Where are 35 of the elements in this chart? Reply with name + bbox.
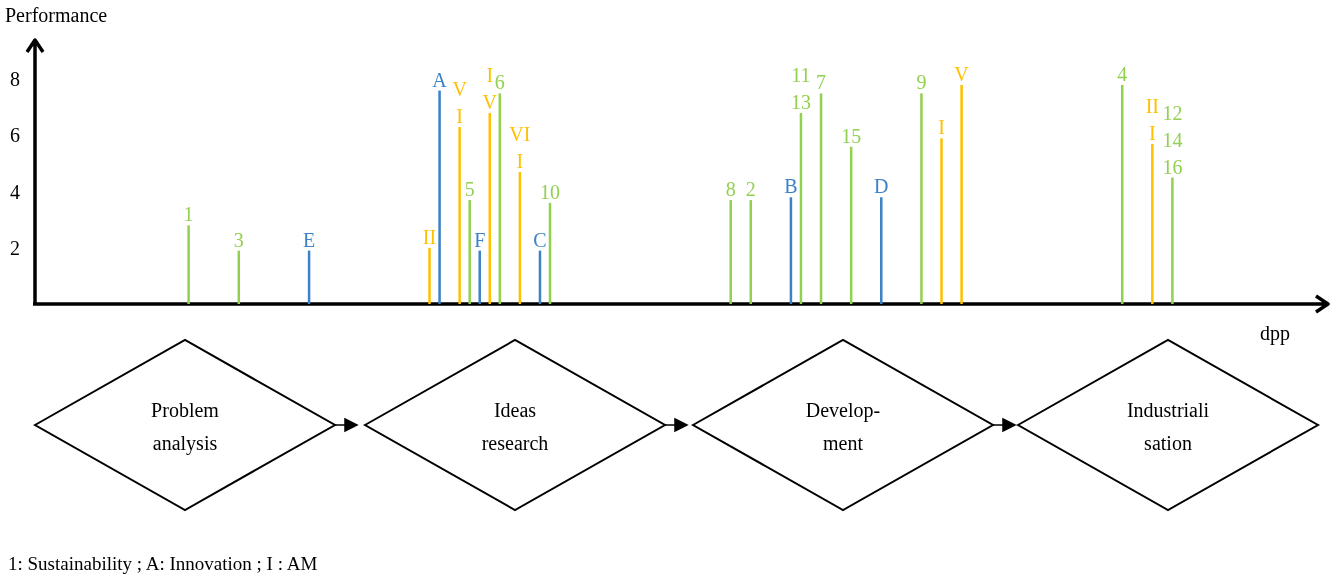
series-label: 1	[183, 203, 194, 226]
text: Ideas research	[481, 399, 549, 454]
y-tick-label: 4	[10, 180, 20, 203]
series-label: E	[302, 228, 316, 251]
y-tick-label: 2	[10, 236, 20, 259]
text: Problem analysis	[151, 399, 220, 455]
series-label: II I	[1145, 94, 1159, 144]
series-label: C	[533, 228, 547, 251]
series-label: F	[474, 228, 486, 251]
series-label: A	[432, 68, 448, 91]
series-label: 2	[745, 178, 756, 201]
text: 1: Sustainability ; A: Innovation ; I : AM	[8, 553, 318, 574]
series-label: I	[938, 116, 945, 139]
series-label: 5	[464, 178, 475, 201]
y-axis-title: Performance	[5, 4, 108, 26]
series-label: 4	[1117, 62, 1128, 85]
series-label: V I	[452, 78, 468, 128]
series-label: 9	[916, 71, 927, 94]
y-tick-label: 6	[10, 124, 20, 147]
series-label: 11 13	[790, 64, 811, 114]
series-label: V	[954, 62, 970, 85]
series-label: 8	[725, 178, 736, 201]
series-label: B	[784, 175, 798, 198]
series-label: 10	[540, 180, 560, 203]
series-label: D	[874, 175, 889, 198]
series-label: 7	[816, 71, 827, 94]
text: Develop- ment	[805, 399, 881, 454]
series-label: VI I	[509, 123, 531, 172]
series-label: 3	[233, 228, 244, 251]
series-label: 12 14 16	[1162, 101, 1183, 178]
text: Industriali sation	[1126, 399, 1210, 454]
y-tick-label: 8	[10, 68, 20, 91]
x-axis-title: dpp	[1260, 322, 1290, 345]
series-label: 15	[841, 124, 862, 147]
series-label: II	[422, 225, 437, 248]
